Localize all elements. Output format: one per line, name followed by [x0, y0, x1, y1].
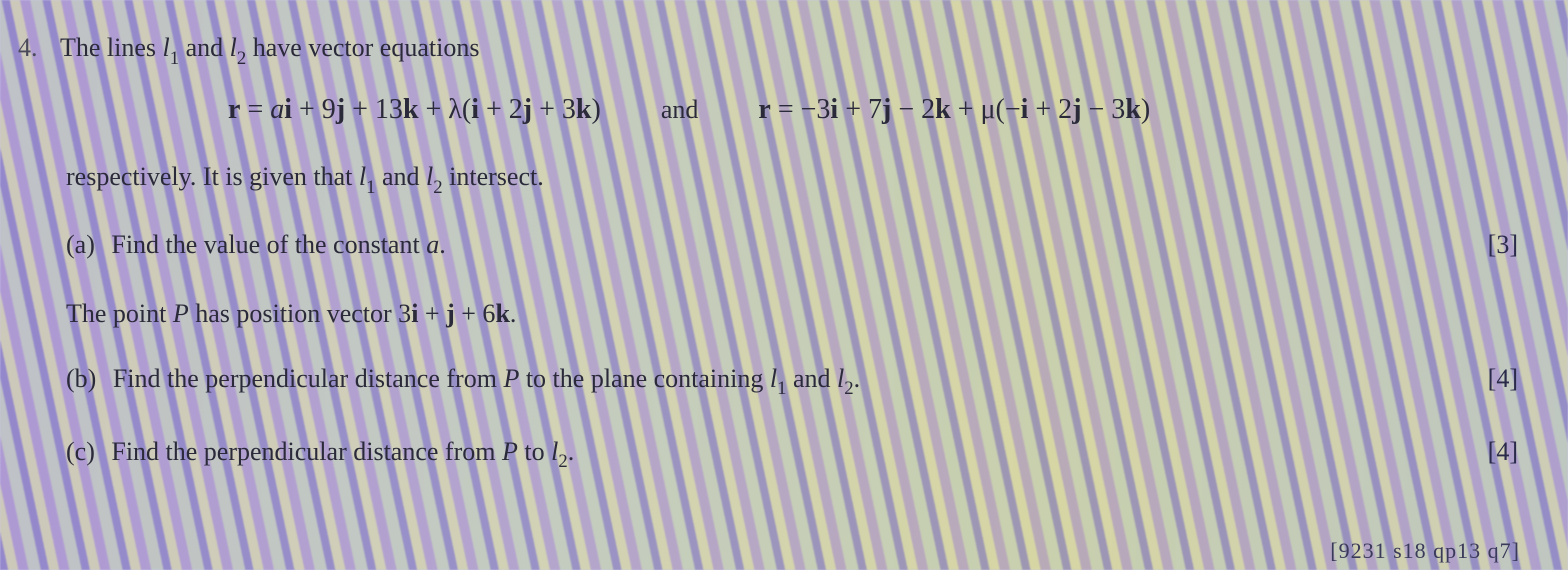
- part-b-prefix: Find the perpendicular distance from: [113, 364, 504, 393]
- part-a-suffix: .: [439, 230, 446, 259]
- part-b-label: (b): [66, 364, 96, 393]
- eq1-j: j: [336, 94, 345, 125]
- intro-mid: and: [179, 33, 230, 62]
- part-b-and: and: [786, 364, 837, 393]
- question-intro: 4. The lines l1 and l2 have vector equat…: [18, 28, 1518, 71]
- pp-mid: has position vector 3: [189, 299, 411, 328]
- point-p-text: The point P has position vector 3i + j +…: [66, 294, 1518, 333]
- eq2-eq: = −3: [771, 94, 831, 125]
- part-c-mid: to: [518, 437, 551, 466]
- eq1-eq: =: [240, 94, 270, 125]
- eq2-p2: + μ(−: [951, 94, 1021, 125]
- part-c-prefix: Find the perpendicular distance from: [111, 437, 502, 466]
- part-a-prefix: Find the value of the constant: [111, 230, 426, 259]
- eq1-k: k: [403, 94, 419, 125]
- paper-reference: [9231 s18 qp13 q7]: [1330, 538, 1520, 564]
- part-a: (a) Find the value of the constant a. [3…: [66, 225, 1518, 264]
- eq1-i2: i: [471, 94, 479, 125]
- part-c-suffix: .: [568, 437, 575, 466]
- part-c-label: (c): [66, 437, 95, 466]
- eq2-j: j: [882, 94, 891, 125]
- vector-equations: r = ai + 9j + 13k + λ(i + 2j + 3k) and r…: [228, 89, 1518, 131]
- part-c-marks: [4]: [1488, 432, 1518, 471]
- part-c-l2-sub: 2: [558, 451, 567, 472]
- eq2-close: ): [1141, 94, 1150, 125]
- pp-k: k: [495, 299, 509, 328]
- eq1-p2: + 13: [345, 94, 403, 125]
- eq1-r: r: [228, 94, 240, 125]
- l1-subscript: 1: [170, 48, 179, 69]
- pp-p2: + 6: [455, 299, 496, 328]
- eq2-m1: − 2: [891, 94, 935, 125]
- l1-symbol: l: [163, 33, 170, 62]
- eq1-p4: + 2: [479, 94, 523, 125]
- eq2-r: r: [758, 94, 770, 125]
- resp-suffix: intersect.: [443, 162, 544, 191]
- resp-l1-sub: 1: [366, 177, 375, 198]
- part-c: (c) Find the perpendicular distance from…: [66, 432, 1518, 475]
- part-a-marks: [3]: [1488, 225, 1518, 264]
- respectively-text: respectively. It is given that l1 and l2…: [66, 157, 1518, 200]
- pp-P: P: [173, 299, 189, 328]
- part-b-suffix: .: [854, 364, 861, 393]
- eq2-k2: k: [1125, 94, 1141, 125]
- pp-suffix: .: [510, 299, 517, 328]
- eq2-p1: + 7: [838, 94, 882, 125]
- eq1-p1: + 9: [292, 94, 336, 125]
- eq1-i: i: [284, 94, 292, 125]
- part-b: (b) Find the perpendicular distance from…: [66, 359, 1518, 402]
- eq1-k2: k: [576, 94, 592, 125]
- part-b-l1-sub: 1: [777, 378, 786, 399]
- eq2-j2: j: [1072, 94, 1081, 125]
- question-number: 4.: [18, 28, 46, 71]
- equation-1: r = ai + 9j + 13k + λ(i + 2j + 3k): [228, 89, 601, 131]
- intro-text: The lines l1 and l2 have vector equation…: [60, 28, 479, 71]
- and-separator: and: [661, 90, 699, 129]
- part-c-P: P: [502, 437, 518, 466]
- pp-p1: +: [418, 299, 446, 328]
- part-b-l2-sub: 2: [844, 378, 853, 399]
- eq2-k: k: [935, 94, 951, 125]
- eq1-close: ): [592, 94, 601, 125]
- equation-2: r = −3i + 7j − 2k + μ(−i + 2j − 3k): [758, 89, 1150, 131]
- resp-l2-sub: 2: [433, 177, 442, 198]
- pp-j: j: [446, 299, 455, 328]
- part-b-P: P: [503, 364, 519, 393]
- pp-prefix: The point: [66, 299, 173, 328]
- part-a-a: a: [426, 230, 439, 259]
- eq2-m2: − 3: [1082, 94, 1126, 125]
- l2-subscript: 2: [237, 48, 246, 69]
- eq1-j2: j: [523, 94, 532, 125]
- part-b-mid: to the plane containing: [519, 364, 770, 393]
- eq1-p5: + 3: [532, 94, 576, 125]
- intro-prefix: The lines: [60, 33, 163, 62]
- question-content: 4. The lines l1 and l2 have vector equat…: [0, 0, 1568, 515]
- intro-suffix: have vector equations: [246, 33, 479, 62]
- eq1-p3: + λ(: [419, 94, 472, 125]
- part-b-marks: [4]: [1488, 359, 1518, 398]
- eq2-p3: + 2: [1028, 94, 1072, 125]
- resp-prefix: respectively. It is given that: [66, 162, 359, 191]
- l2-symbol: l: [230, 33, 237, 62]
- resp-mid: and: [376, 162, 427, 191]
- part-a-label: (a): [66, 230, 95, 259]
- eq1-a: a: [270, 94, 284, 125]
